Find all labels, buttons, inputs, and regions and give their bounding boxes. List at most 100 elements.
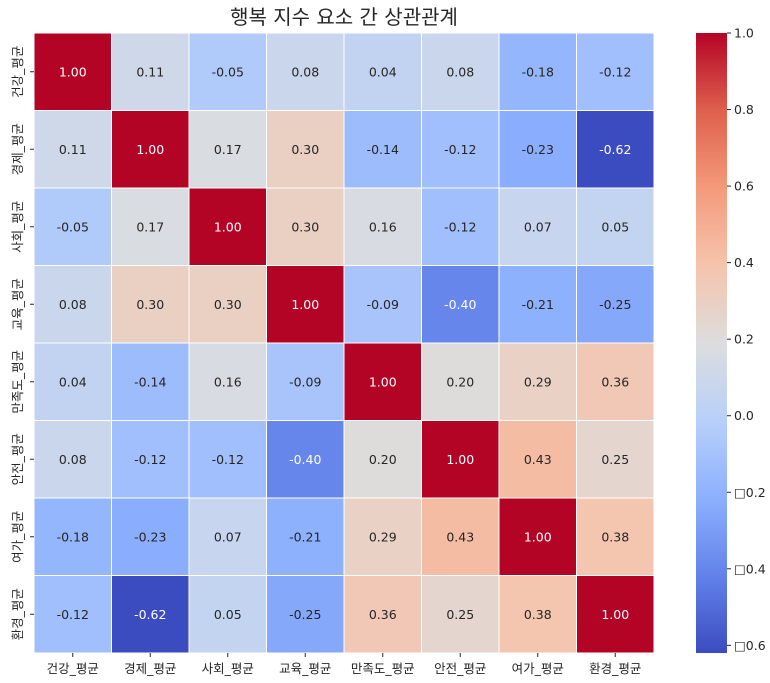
cell-value-label-2-0: -0.05: [57, 219, 89, 234]
heatmap-cell-0-4: [343, 32, 422, 111]
heatmap-cell-7-7: [576, 575, 655, 654]
cell-value-label-3-0: 0.08: [59, 297, 87, 312]
cell-value-label-2-2: 1.00: [214, 219, 242, 234]
cell-value-label-0-3: 0.08: [291, 64, 319, 79]
heatmap-cell-6-5: [421, 497, 500, 576]
cell-value-label-7-6: 0.38: [524, 607, 552, 622]
x-tick-label-0: 건강_평균: [47, 661, 99, 676]
y-tick-label-1: 경제_평균: [10, 123, 25, 175]
cell-value-label-4-3: -0.09: [289, 374, 321, 389]
heatmap-cell-3-0: [33, 265, 112, 344]
cell-value-label-0-7: -0.12: [599, 64, 631, 79]
cell-value-label-0-6: -0.18: [522, 64, 554, 79]
heatmap-cell-4-7: [576, 342, 655, 421]
y-tick-label-0: 건강_평균: [10, 46, 25, 98]
cell-value-label-0-4: 0.04: [369, 64, 397, 79]
heatmap-cell-2-4: [343, 187, 422, 266]
heatmap-cell-3-2: [188, 265, 267, 344]
x-tick-label-7: 환경_평균: [589, 661, 641, 676]
colorbar-tick-label-1: 0.8: [734, 102, 754, 117]
cell-value-label-5-3: -0.40: [289, 452, 321, 467]
cell-value-label-4-2: 0.16: [214, 374, 242, 389]
cell-value-label-0-5: 0.08: [446, 64, 474, 79]
heatmap-cell-7-4: [343, 575, 422, 654]
heatmap-cell-2-5: [421, 187, 500, 266]
heatmap-cell-7-2: [188, 575, 267, 654]
heatmap-cell-0-5: [421, 32, 500, 111]
cell-value-label-7-4: 0.36: [369, 607, 397, 622]
cell-value-label-1-6: -0.23: [522, 142, 554, 157]
heatmap-cell-6-6: [498, 497, 577, 576]
colorbar-tick-label-8: □0.6: [734, 638, 766, 653]
cell-value-label-7-7: 1.00: [601, 607, 629, 622]
heatmap-cell-2-3: [266, 187, 345, 266]
heatmap-cell-0-3: [266, 32, 345, 111]
cell-value-label-6-0: -0.18: [57, 529, 89, 544]
cell-value-label-6-3: -0.21: [289, 529, 321, 544]
y-tick-label-5: 안전_평균: [10, 433, 25, 485]
cell-value-label-6-1: -0.23: [134, 529, 166, 544]
cell-value-label-5-2: -0.12: [212, 452, 244, 467]
cell-value-label-7-3: -0.25: [289, 607, 321, 622]
cell-value-label-4-1: -0.14: [134, 374, 166, 389]
x-axis-tick-labels: 건강_평균 경제_평균 사회_평균 교육_평균 만족도_평균 안전_평균 여가_평균 환경_평…: [47, 653, 641, 676]
x-tick-label-5: 안전_평균: [434, 661, 486, 676]
colorbar-tick-label-5: 0.0: [734, 408, 754, 423]
chart-title: 행복 지수 요소 간 상관관계: [230, 5, 458, 29]
colorbar-tick-label-7: □0.4: [734, 561, 766, 576]
cell-value-label-7-0: -0.12: [57, 607, 89, 622]
heatmap-cell-5-6: [498, 420, 577, 499]
heatmap-cell-6-0: [33, 497, 112, 576]
cell-value-label-1-1: 1.00: [136, 142, 164, 157]
cell-value-label-6-4: 0.29: [369, 529, 397, 544]
heatmap-cell-2-7: [576, 187, 655, 266]
cell-value-label-0-2: -0.05: [212, 64, 244, 79]
cell-value-label-3-5: -0.40: [444, 297, 476, 312]
cell-value-label-5-6: 0.43: [524, 452, 552, 467]
colorbar-gradient: [696, 33, 727, 653]
heatmap-cell-6-1: [111, 497, 190, 576]
cell-value-label-7-2: 0.05: [214, 607, 242, 622]
y-tick-label-3: 교육_평균: [10, 278, 25, 330]
colorbar-tick-label-3: 0.4: [734, 255, 754, 270]
heatmap-cell-4-3: [266, 342, 345, 421]
cell-value-label-2-7: 0.05: [601, 219, 629, 234]
cell-value-label-3-2: 0.30: [214, 297, 242, 312]
cell-value-label-3-1: 0.30: [136, 297, 164, 312]
heatmap-cell-5-5: [421, 420, 500, 499]
y-tick-label-6: 여가_평균: [10, 511, 25, 563]
heatmap-cell-5-4: [343, 420, 422, 499]
cell-value-label-4-5: 0.20: [446, 374, 474, 389]
x-tick-label-1: 경제_평균: [124, 661, 176, 676]
cell-value-label-1-3: 0.30: [291, 142, 319, 157]
colorbar-tick-label-6: □0.2: [734, 485, 766, 500]
cell-value-label-2-4: 0.16: [369, 219, 397, 234]
heatmap-cell-1-7: [576, 110, 655, 189]
y-axis-tick-labels: 건강_평균경제_평균사회_평균교육_평균만족도_평균안전_평균여가_평균환경_평…: [10, 46, 34, 640]
cell-value-label-6-6: 1.00: [524, 529, 552, 544]
cell-value-label-4-6: 0.29: [524, 374, 552, 389]
x-tick-label-3: 교육_평균: [279, 661, 331, 676]
cell-value-label-5-0: 0.08: [59, 452, 87, 467]
cell-value-label-4-4: 1.00: [369, 374, 397, 389]
cell-value-label-6-5: 0.43: [446, 529, 474, 544]
cell-value-label-0-0: 1.00: [59, 64, 87, 79]
cell-value-label-1-5: -0.12: [444, 142, 476, 157]
x-tick-label-6: 여가_평균: [512, 661, 564, 676]
heatmap-cell-6-2: [188, 497, 267, 576]
cell-value-label-2-1: 0.17: [136, 219, 164, 234]
heatmap-cell-6-7: [576, 497, 655, 576]
colorbar-tick-label-4: 0.2: [734, 332, 754, 347]
heatmap-cell-2-1: [111, 187, 190, 266]
cell-value-label-2-3: 0.30: [291, 219, 319, 234]
cell-value-label-0-1: 0.11: [136, 64, 164, 79]
heatmap-value-labels: 1.00 0.11 -0.05 0.08 0.04 0.08 -0.18 -0.12 0.11 1…: [57, 64, 632, 622]
heatmap-cell-5-2: [188, 420, 267, 499]
cell-value-label-4-0: 0.04: [59, 374, 87, 389]
cell-value-label-3-3: 1.00: [291, 297, 319, 312]
heatmap-cell-4-6: [498, 342, 577, 421]
heatmap-cell-1-4: [343, 110, 422, 189]
heatmap-cell-4-4: [343, 342, 422, 421]
cell-value-label-5-1: -0.12: [134, 452, 166, 467]
heatmap-cell-0-1: [111, 32, 190, 111]
